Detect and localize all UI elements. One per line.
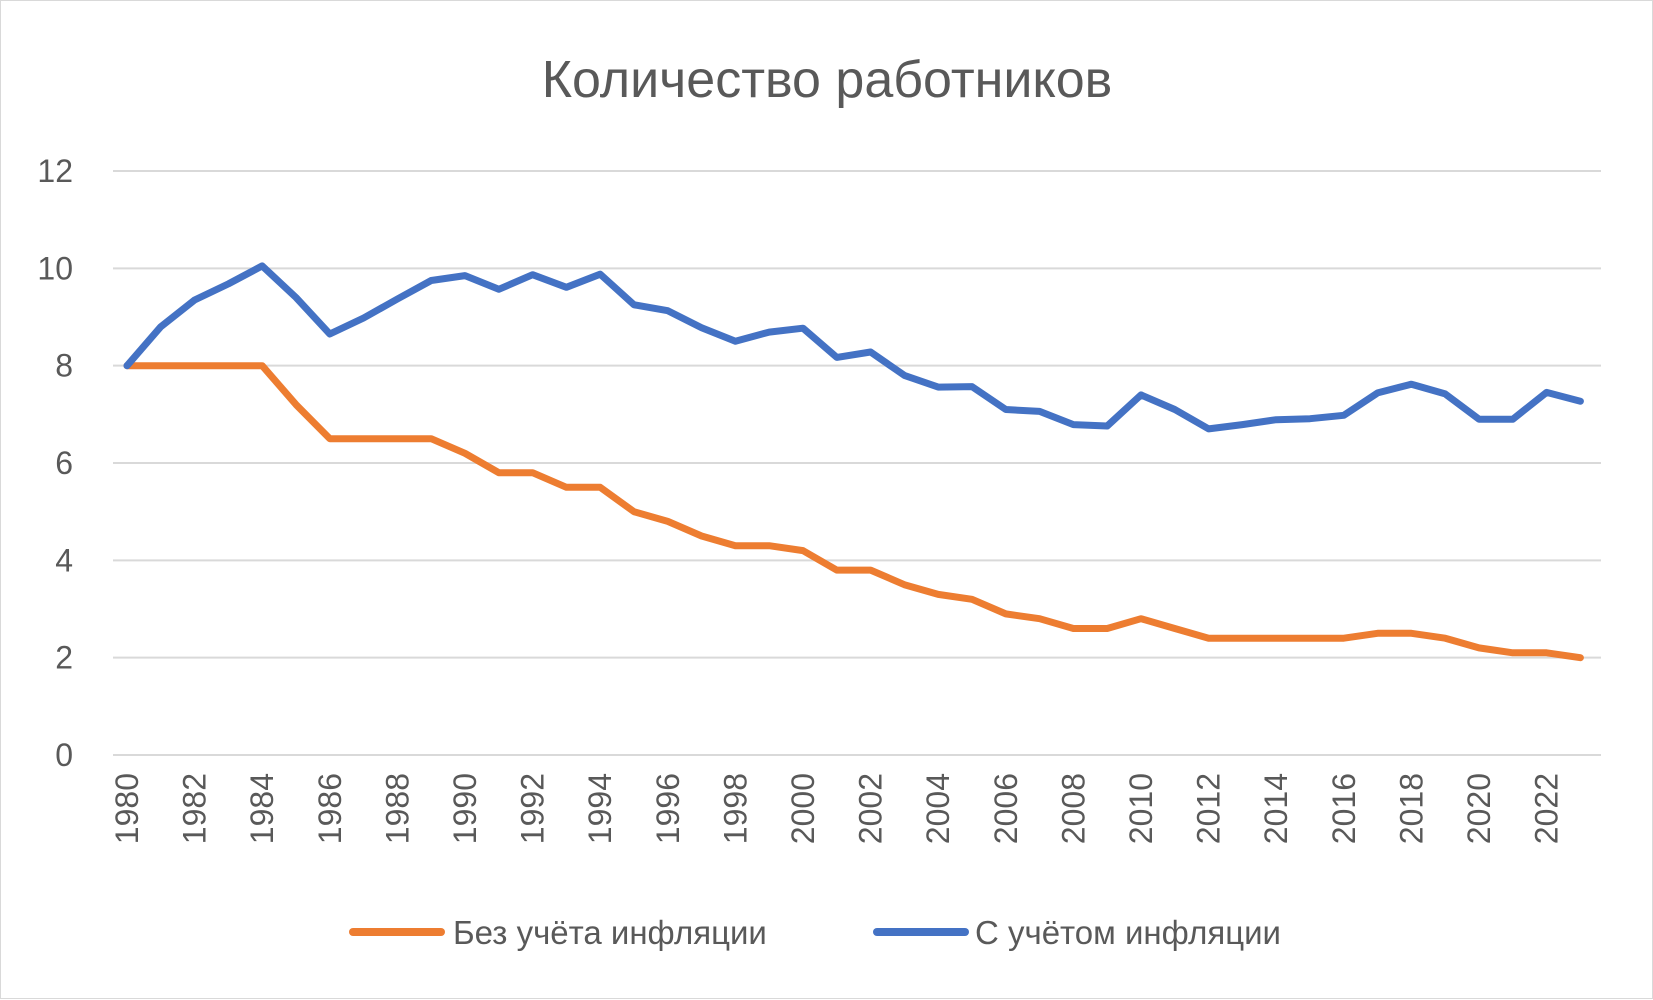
series-2 — [123, 262, 1584, 433]
x-tick-label: 1988 — [379, 773, 415, 844]
x-tick-label: 1986 — [312, 773, 348, 844]
legend-item: С учётом инфляции — [873, 914, 1281, 951]
x-axis: 1980 1982 1984 1986 1988 1990 1992 1994 1996 1998… — [109, 773, 1565, 844]
x-tick-label: 2002 — [853, 773, 889, 844]
legend: Без учёта инфляции С учётом инфляции — [349, 914, 1281, 951]
y-tick-label: 4 — [55, 542, 73, 578]
y-tick-label: 0 — [55, 737, 73, 773]
chart-title: Количество работников — [542, 51, 1113, 109]
y-tick-label: 2 — [55, 640, 73, 676]
x-tick-label: 2018 — [1393, 773, 1429, 844]
x-tick-label: 2012 — [1191, 773, 1227, 844]
x-tick-label: 2004 — [920, 773, 956, 844]
x-tick-label: 1990 — [447, 773, 483, 844]
x-tick-label: 2010 — [1123, 773, 1159, 844]
series-line — [123, 362, 1584, 662]
x-tick-label: 2020 — [1461, 773, 1497, 844]
x-tick-label: 2000 — [785, 773, 821, 844]
x-tick-label: 2016 — [1326, 773, 1362, 844]
x-tick-label: 2022 — [1529, 773, 1565, 844]
y-tick-label: 6 — [55, 445, 73, 481]
legend-label: С учётом инфляции — [975, 914, 1281, 951]
x-tick-label: 1984 — [244, 773, 280, 844]
x-tick-label: 1980 — [109, 773, 145, 844]
x-tick-label: 1996 — [650, 773, 686, 844]
x-tick-label: 1994 — [582, 773, 618, 844]
x-tick-label: 2014 — [1258, 773, 1294, 844]
legend-item: Без учёта инфляции — [349, 914, 767, 951]
x-tick-label: 1992 — [515, 773, 551, 844]
y-tick-label: 10 — [37, 250, 73, 286]
series-line — [123, 262, 1584, 433]
y-tick-label: 8 — [55, 348, 73, 384]
y-axis: 0 2 4 6 8 10 12 — [37, 153, 73, 773]
y-tick-label: 12 — [37, 153, 73, 189]
x-tick-label: 2008 — [1055, 773, 1091, 844]
series-lines — [123, 262, 1584, 662]
x-tick-label: 2006 — [988, 773, 1024, 844]
series-1 — [123, 362, 1584, 662]
legend-label: Без учёта инфляции — [453, 914, 767, 951]
x-tick-label: 1998 — [717, 773, 753, 844]
x-tick-label: 1982 — [177, 773, 213, 844]
gridlines — [113, 170, 1601, 756]
